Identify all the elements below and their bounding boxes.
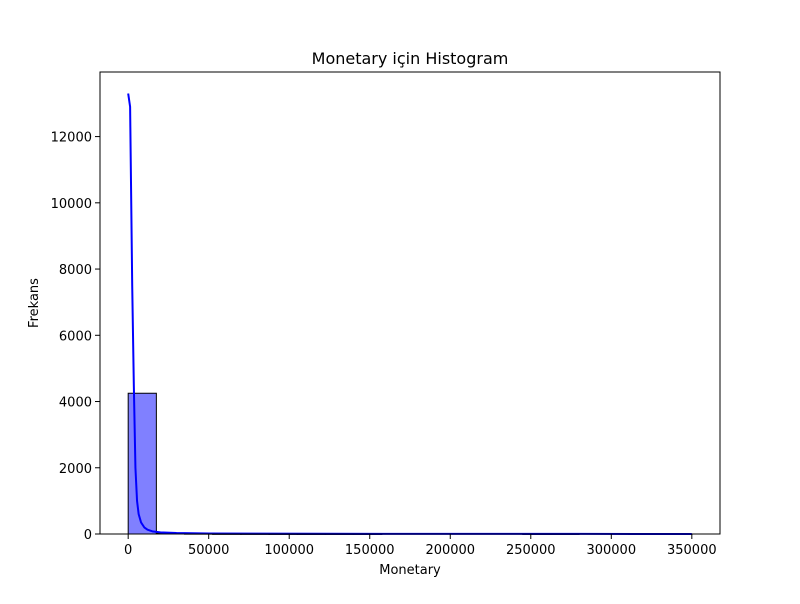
y-axis-ticks: 0 2000 4000 6000 8000 10000 12000 (51, 131, 100, 543)
y-tick-label: 12000 (51, 131, 92, 146)
y-tick-label: 10000 (51, 197, 92, 212)
y-tick-label: 4000 (59, 396, 92, 411)
chart-title: Monetary için Histogram (312, 49, 509, 68)
x-axis-label: Monetary (379, 563, 441, 578)
y-tick-label: 6000 (59, 329, 92, 344)
plot-area (127, 93, 693, 535)
x-tick-label: 150000 (345, 543, 395, 558)
x-tick-label: 50000 (188, 543, 229, 558)
histogram-bar-0 (127, 392, 157, 535)
y-tick-label: 0 (84, 528, 92, 543)
x-tick-label: 300000 (586, 543, 636, 558)
x-tick-label: 100000 (264, 543, 314, 558)
axes-frame (99, 71, 721, 535)
kde-line (127, 93, 692, 535)
x-tick-label: 250000 (506, 543, 556, 558)
x-tick-label: 200000 (425, 543, 475, 558)
x-tick-label: 0 (124, 543, 132, 558)
x-tick-label: 350000 (667, 543, 717, 558)
y-axis-label: Frekans (27, 278, 42, 328)
x-axis-ticks: 0 50000 100000 150000 200000 250000 300000 3500… (124, 534, 717, 558)
y-tick-label: 2000 (59, 462, 92, 477)
y-tick-label: 8000 (59, 263, 92, 278)
